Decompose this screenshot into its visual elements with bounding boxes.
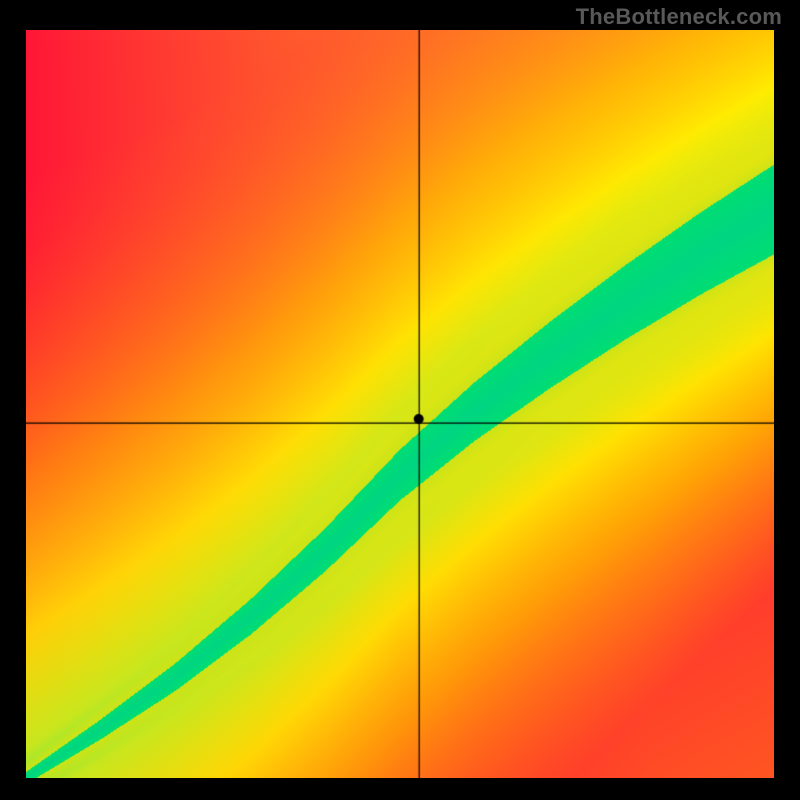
watermark-text: TheBottleneck.com: [576, 4, 782, 30]
page-root: TheBottleneck.com: [0, 0, 800, 800]
bottleneck-heatmap: [26, 30, 774, 778]
plot-area: [26, 30, 774, 778]
